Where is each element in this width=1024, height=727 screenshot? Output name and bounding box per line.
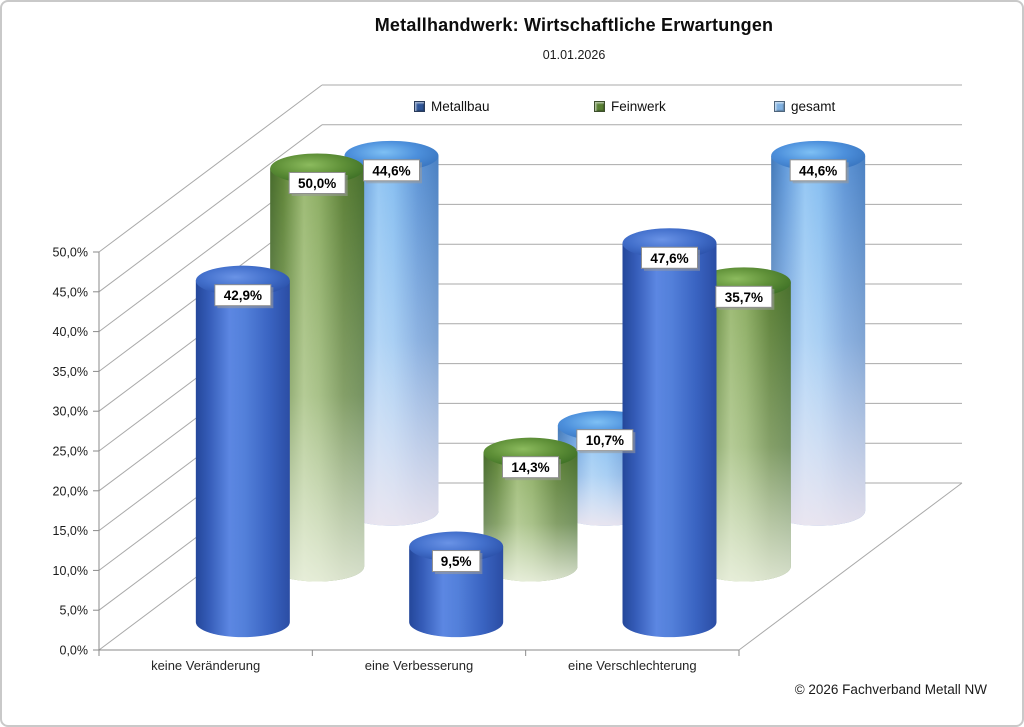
legend-marker-feinwerk [594, 101, 605, 112]
legend-item-feinwerk[interactable]: Feinwerk [594, 99, 774, 114]
svg-text:44,6%: 44,6% [799, 163, 837, 178]
data-label-feinwerk-0: 50,0% [288, 172, 348, 196]
legend-item-gesamt[interactable]: gesamt [774, 99, 954, 114]
svg-text:35,7%: 35,7% [725, 290, 763, 305]
y-tick-label: 5,0% [60, 604, 89, 618]
chart-subtitle: 01.01.2026 [542, 48, 606, 62]
chart-title: Metallhandwerk: Wirtschaftliche Erwartun… [374, 15, 774, 35]
svg-text:50,0%: 50,0% [298, 176, 336, 191]
x-axis-labels-group: keine Veränderung eine Verbesserung eine V… [151, 658, 697, 673]
svg-text:42,9%: 42,9% [224, 288, 262, 303]
cylinder-gesamt-0 [344, 140, 439, 526]
cylinder-metallbau-0 [195, 265, 290, 638]
legend-marker-metallbau [414, 101, 425, 112]
svg-text:9,5%: 9,5% [441, 554, 472, 569]
svg-text:47,6%: 47,6% [650, 251, 688, 266]
data-label-feinwerk-1: 14,3% [502, 456, 561, 481]
cylinder-feinwerk-2 [696, 267, 791, 582]
svg-text:44,6%: 44,6% [372, 163, 410, 178]
y-tick-label: 40,0% [53, 325, 88, 339]
legend-marker-gesamt [774, 101, 785, 112]
y-axis-labels-group: 0,0% 5,0% 10,0% 15,0% 20,0% 25,0% 30,0% 35,0% 40… [53, 246, 88, 658]
y-tick-label: 0,0% [60, 644, 89, 658]
x-category-label: eine Verbesserung [365, 658, 473, 673]
y-tick-label: 30,0% [53, 405, 88, 419]
cylinders-group [195, 140, 866, 638]
svg-text:10,7%: 10,7% [586, 433, 624, 448]
data-label-gesamt-0: 44,6% [363, 159, 422, 184]
y-tick-label: 45,0% [53, 285, 88, 299]
x-category-label: keine Veränderung [151, 658, 260, 673]
svg-text:14,3%: 14,3% [511, 460, 549, 475]
y-tick-label: 35,0% [53, 365, 88, 379]
legend-label-gesamt: gesamt [791, 99, 836, 114]
y-tick-label: 50,0% [53, 246, 88, 260]
copyright-text: © 2026 Fachverband Metall NW [794, 682, 987, 697]
data-label-feinwerk-2: 35,7% [715, 285, 775, 310]
cylinder-metallbau-1 [409, 531, 504, 638]
y-tick-label: 15,0% [53, 524, 88, 538]
legend-label-metallbau: Metallbau [431, 99, 490, 114]
x-category-label: eine Verschlechterung [568, 658, 697, 673]
data-label-metallbau-1: 9,5% [431, 550, 483, 575]
data-label-metallbau-0: 42,9% [214, 284, 274, 309]
cylinder-metallbau-2 [622, 228, 717, 638]
cylinder-gesamt-2 [771, 140, 866, 526]
data-label-metallbau-2: 47,6% [641, 246, 700, 271]
data-label-gesamt-1: 10,7% [576, 429, 636, 454]
y-tick-label: 10,0% [53, 564, 88, 578]
data-label-gesamt-2: 44,6% [789, 159, 849, 184]
y-tick-label: 25,0% [53, 445, 88, 459]
cylinder-feinwerk-0 [270, 153, 365, 582]
data-labels-group: 42,9% 9,5% 47,6% 50,0% 14,3% 35,7% 44,6% 10,7% 4… [214, 159, 849, 575]
legend: Metallbau Feinwerk gesamt [414, 99, 954, 114]
y-tick-label: 20,0% [53, 484, 88, 498]
legend-item-metallbau[interactable]: Metallbau [414, 99, 594, 114]
legend-label-feinwerk: Feinwerk [611, 99, 666, 114]
